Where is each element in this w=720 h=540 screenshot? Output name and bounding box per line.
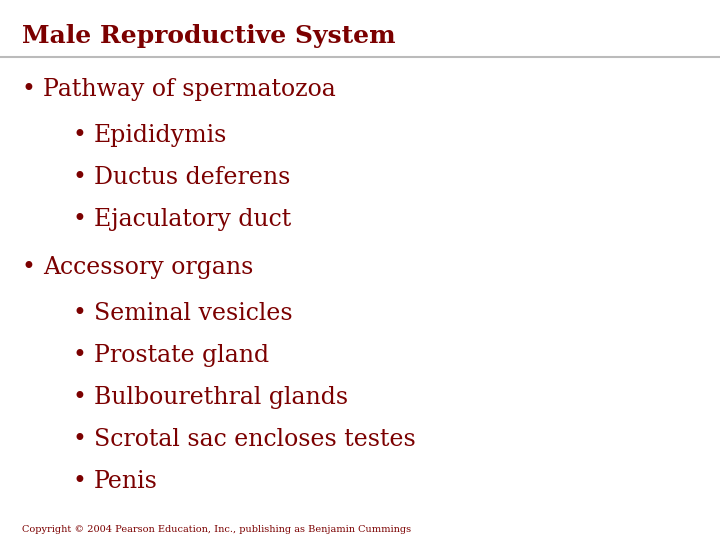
Text: Accessory organs: Accessory organs	[43, 256, 253, 279]
Text: •: •	[72, 386, 86, 409]
Text: Seminal vesicles: Seminal vesicles	[94, 302, 292, 325]
Text: Prostate gland: Prostate gland	[94, 344, 269, 367]
Text: •: •	[72, 302, 86, 325]
Text: •: •	[72, 428, 86, 451]
Text: •: •	[22, 256, 35, 279]
Text: Scrotal sac encloses testes: Scrotal sac encloses testes	[94, 428, 415, 451]
Text: Pathway of spermatozoa: Pathway of spermatozoa	[43, 78, 336, 102]
Text: Copyright © 2004 Pearson Education, Inc., publishing as Benjamin Cummings: Copyright © 2004 Pearson Education, Inc.…	[22, 524, 410, 534]
Text: Bulbourethral glands: Bulbourethral glands	[94, 386, 348, 409]
Text: •: •	[72, 208, 86, 232]
Text: •: •	[72, 124, 86, 147]
Text: Penis: Penis	[94, 470, 158, 494]
Text: Male Reproductive System: Male Reproductive System	[22, 24, 395, 48]
Text: •: •	[22, 78, 35, 102]
Text: •: •	[72, 470, 86, 494]
Text: •: •	[72, 344, 86, 367]
Text: Epididymis: Epididymis	[94, 124, 227, 147]
Text: Ductus deferens: Ductus deferens	[94, 166, 290, 190]
Text: •: •	[72, 166, 86, 190]
Text: Ejaculatory duct: Ejaculatory duct	[94, 208, 291, 232]
